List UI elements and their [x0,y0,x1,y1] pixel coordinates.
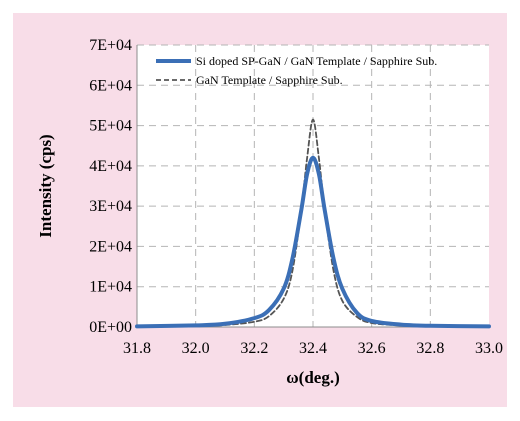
x-tick-label: 33.0 [475,340,503,357]
x-tick-label: 31.8 [123,340,151,357]
x-tick-label: 32.2 [240,340,268,357]
x-axis-title: ω(deg.) [286,368,340,387]
legend: Si doped SP-GaN / GaN Template / Sapphir… [156,54,437,87]
line-chart: 31.8 32.0 32.2 32.4 32.6 32.8 33.0 0E+00 1E+04 2… [36,37,503,387]
y-tick-label: 6E+04 [89,77,132,94]
y-axis-title: Intensity (cps) [36,134,55,237]
figure-frame: 31.8 32.0 32.2 32.4 32.6 32.8 33.0 0E+00 1E+04 2… [13,13,507,407]
legend-label-1: Si doped SP-GaN / GaN Template / Sapphir… [196,54,437,68]
series-lines [135,118,491,329]
x-tick-labels: 31.8 32.0 32.2 32.4 32.6 32.8 33.0 [123,340,503,357]
x-tick-label: 32.6 [358,340,386,357]
y-tick-label: 5E+04 [89,118,132,135]
legend-label-2: GaN Template / Sapphire Sub. [196,73,343,87]
x-tick-label: 32.4 [299,340,327,357]
x-tick-label: 32.8 [416,340,444,357]
y-tick-label: 0E+00 [89,319,132,336]
y-tick-label: 3E+04 [89,198,132,215]
y-tick-label: 4E+04 [89,158,132,175]
y-tick-label: 2E+04 [89,238,132,255]
series-line-1 [135,155,491,329]
y-tick-label: 1E+04 [89,279,132,296]
y-tick-label: 7E+04 [89,37,132,54]
x-tick-label: 32.0 [182,340,210,357]
y-tick-labels: 0E+00 1E+04 2E+04 3E+04 4E+04 5E+04 6E+04 7E+04 [89,37,132,336]
grid-lines [137,44,489,327]
